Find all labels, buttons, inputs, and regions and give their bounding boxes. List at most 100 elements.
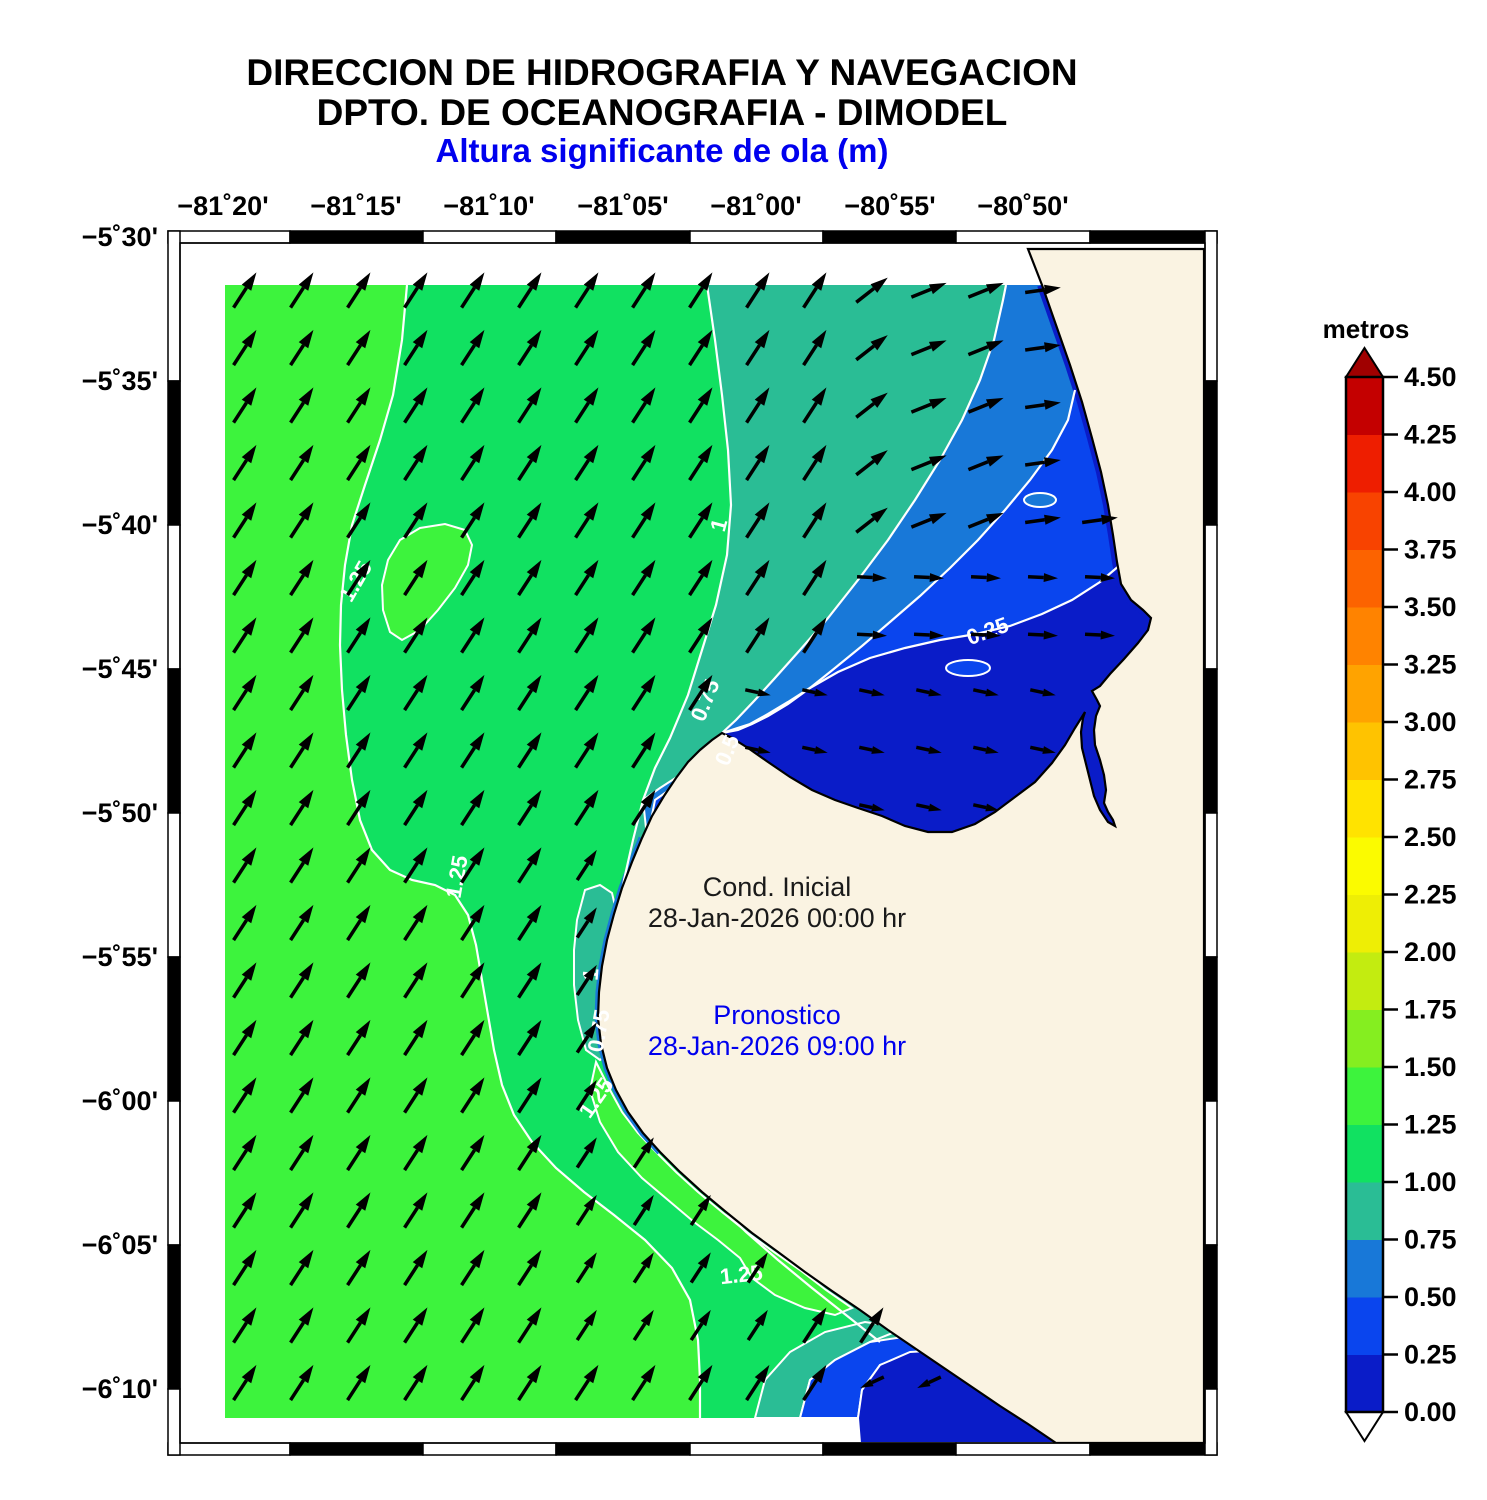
- colorbar-tick-label: 0.75: [1404, 1225, 1457, 1255]
- wave-arrow-head: [241, 1134, 257, 1154]
- wave-arrow-head: [355, 789, 371, 809]
- wave-arrow-head: [469, 962, 485, 981]
- colorbar-tick-label: 3.00: [1404, 707, 1457, 737]
- map-frame: [167, 230, 1218, 1456]
- wave-arrow-shaft: [232, 1149, 248, 1172]
- wave-arrow-head: [298, 674, 314, 694]
- wave-arrow-shaft: [289, 1206, 305, 1229]
- wave-arrow-shaft: [802, 1379, 818, 1402]
- wave-arrow-head: [583, 1309, 597, 1327]
- wave-arrow-head: [526, 329, 542, 349]
- wave-arrow-shaft: [802, 1321, 818, 1344]
- wave-arrow-shaft: [802, 574, 818, 597]
- colorbar-tick-label: 1.00: [1404, 1167, 1457, 1197]
- wave-arrow-head: [583, 732, 599, 751]
- wave-arrow-shaft: [855, 459, 875, 477]
- colorbar-segment: [1346, 492, 1383, 550]
- wave-arrow-head: [1044, 342, 1061, 353]
- wave-arrow-head: [1044, 399, 1061, 410]
- wave-arrow-head: [355, 444, 371, 464]
- wave-arrow-shaft: [289, 804, 305, 827]
- wave-arrow-head: [469, 1249, 485, 1269]
- wave-arrow-head: [871, 746, 885, 754]
- wave-arrow-shaft: [460, 919, 476, 942]
- colorbar-tick-label: 3.50: [1404, 592, 1457, 622]
- wave-arrow-head: [640, 1137, 654, 1154]
- wave-arrow-head: [298, 272, 314, 291]
- wave-arrow-shaft: [745, 459, 761, 482]
- wave-arrow-shaft: [403, 1321, 419, 1344]
- wave-arrow-head: [412, 1364, 428, 1384]
- wave-arrow-head: [870, 507, 888, 523]
- colorbar-segment: [1346, 952, 1383, 1010]
- wave-arrow-shaft: [346, 516, 362, 539]
- wave-arrow-shaft: [232, 1206, 248, 1229]
- wave-arrow-head: [870, 450, 888, 466]
- wave-arrow-shaft: [460, 286, 476, 309]
- wave-arrow-head: [754, 329, 770, 349]
- wave-arrow-shaft: [745, 344, 761, 367]
- wave-arrow-head: [469, 732, 485, 751]
- wave-arrow-shaft: [575, 977, 590, 997]
- wave-arrow-shaft: [403, 919, 419, 942]
- wave-arrow-shaft: [289, 459, 305, 482]
- wave-arrow-shaft: [346, 1379, 362, 1402]
- wave-arrow-shaft: [460, 1149, 476, 1172]
- wave-arrow-shaft: [517, 1321, 533, 1344]
- wave-arrow-head: [241, 1307, 257, 1326]
- wave-arrow-head: [1100, 573, 1115, 582]
- wave-arrow-head: [412, 272, 428, 291]
- wave-arrow-shaft: [460, 861, 476, 884]
- wave-arrow-head: [469, 1077, 485, 1096]
- x-tick-label: −81˚15': [310, 191, 401, 221]
- wave-arrow-head: [241, 502, 257, 521]
- wave-arrow-shaft: [232, 1264, 248, 1287]
- wave-arrow-head: [469, 559, 485, 579]
- wave-arrow-head: [355, 387, 371, 406]
- wave-arrow-shaft: [632, 1150, 647, 1169]
- colorbar-tick-label: 0.00: [1404, 1397, 1457, 1427]
- colorbar-tick-label: 4.25: [1404, 420, 1457, 450]
- wave-arrow-shaft: [403, 401, 419, 424]
- wave-arrow-shaft: [232, 1379, 248, 1402]
- initial-condition-annotation: Cond. Inicial 28-Jan-2026 00:00 hr: [527, 872, 1027, 934]
- wave-arrow-shaft: [915, 803, 930, 810]
- wave-arrow-shaft: [574, 574, 590, 597]
- colorbar: 0.00 0.25 0.50 0.75 1.00 1.25 1.50 1.75 2.00 2.25…: [1323, 314, 1457, 1443]
- wave-arrow-shaft: [1084, 574, 1101, 580]
- wave-arrow-shaft: [346, 976, 362, 999]
- wave-arrow-shaft: [631, 631, 647, 654]
- wave-arrow-shaft: [346, 1149, 362, 1172]
- wave-arrow-head: [469, 674, 485, 694]
- wave-arrow-shaft: [346, 1264, 362, 1287]
- wave-arrow-head: [1043, 573, 1058, 582]
- wave-arrow-shaft: [289, 746, 305, 769]
- wave-arrow-shaft: [856, 574, 873, 580]
- wave-arrow-shaft: [346, 919, 362, 942]
- wave-arrow-head: [298, 1077, 314, 1096]
- wave-arrow-head: [640, 559, 656, 579]
- x-tick-label: −80˚55': [844, 191, 935, 221]
- colorbar-segment: [1346, 1239, 1383, 1298]
- y-tick-label: −5˚35': [82, 366, 158, 396]
- x-tick-label: −80˚50': [977, 191, 1068, 221]
- x-axis-labels: −81˚20' −81˚15' −81˚10' −81˚05' −81˚00' −80˚5…: [177, 191, 1068, 221]
- wave-arrow-head: [526, 904, 542, 924]
- wave-arrow-head: [469, 502, 485, 521]
- wave-arrow-head: [814, 688, 828, 697]
- wave-arrow-head: [871, 688, 885, 697]
- wave-arrow-shaft: [232, 976, 248, 999]
- wave-arrow-shaft: [460, 1321, 476, 1344]
- wave-arrow-shaft: [517, 976, 533, 999]
- wave-arrow-head: [241, 272, 257, 291]
- wave-arrow-head: [412, 329, 428, 349]
- wave-arrow-head: [469, 904, 485, 924]
- colorbar-segment: [1346, 664, 1383, 723]
- wave-arrow-head: [871, 803, 885, 812]
- wave-arrow-shaft: [1081, 518, 1102, 525]
- wave-arrow-shaft: [574, 1379, 590, 1402]
- wave-arrow-shaft: [631, 1379, 647, 1402]
- wave-arrow-head: [872, 630, 887, 640]
- wave-arrow-head: [928, 340, 947, 352]
- wave-arrow-head: [985, 397, 1004, 410]
